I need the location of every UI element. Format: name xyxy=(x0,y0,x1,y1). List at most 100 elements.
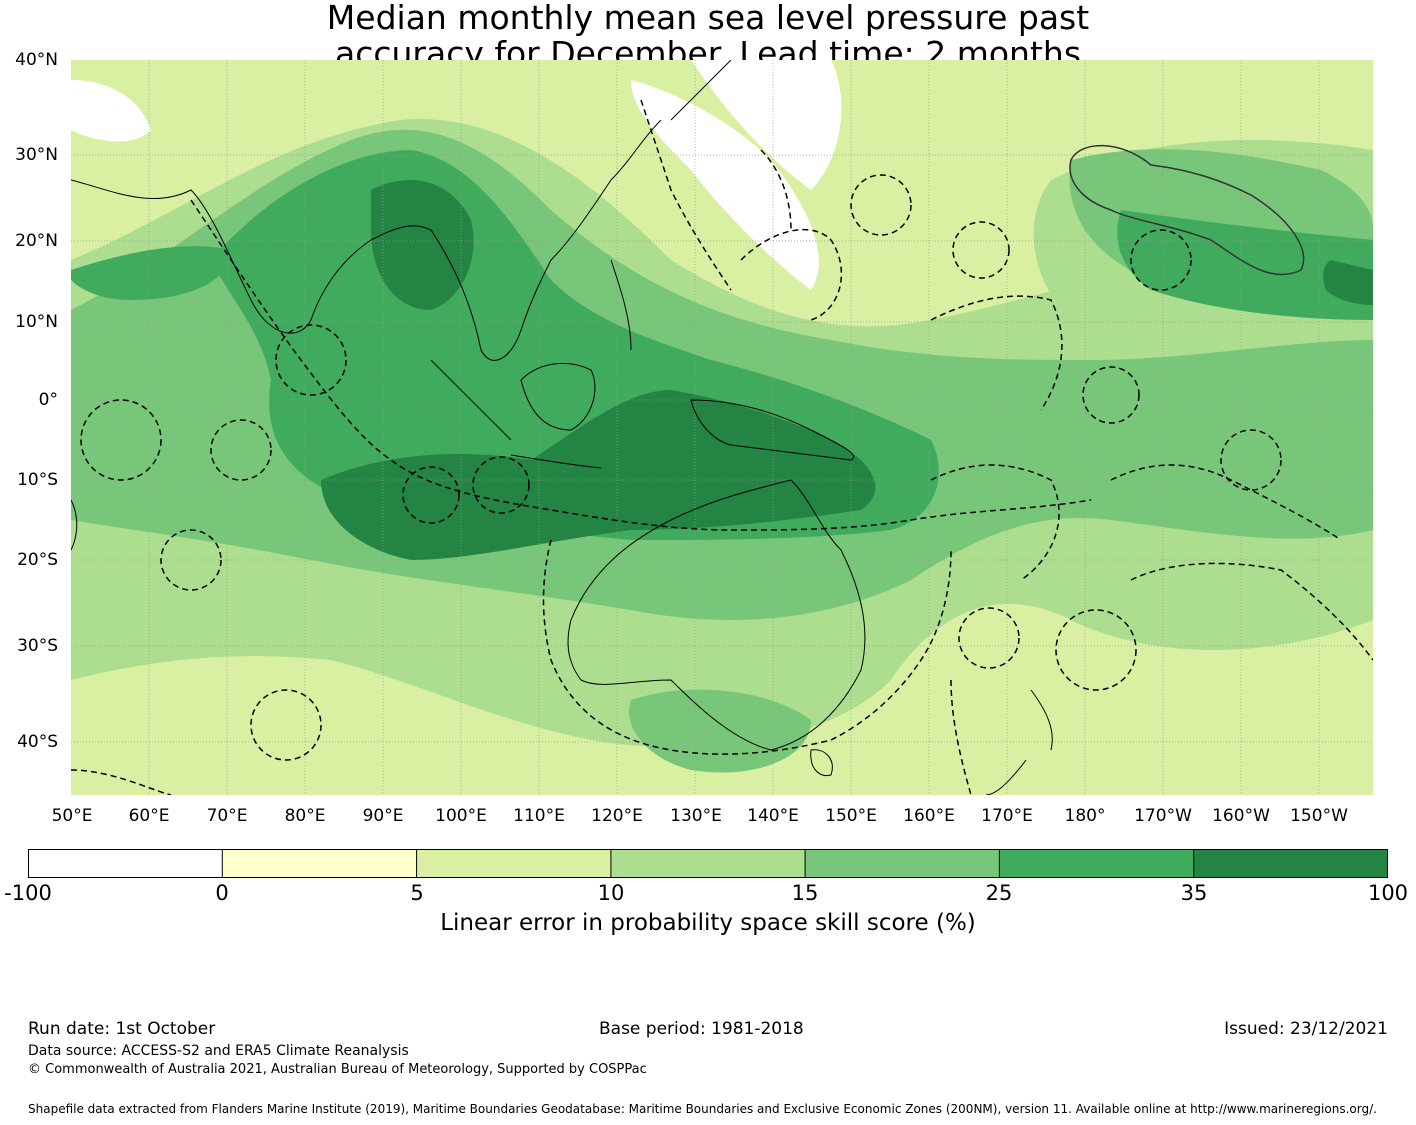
coast-philippines xyxy=(610,259,632,351)
eez-line-5 xyxy=(930,295,1063,411)
eez-hawaii xyxy=(1069,144,1305,276)
eez-line-9 xyxy=(1130,562,1373,661)
eez-circle-11 xyxy=(1220,429,1282,491)
eez-circle-3 xyxy=(275,324,347,396)
colorbar-bin-3 xyxy=(416,849,611,878)
coastlines xyxy=(71,60,1053,795)
skill-field-25-35-sw xyxy=(71,246,231,300)
lat-label-10n: 10°N xyxy=(15,312,58,332)
lon-label-50e: 50°E xyxy=(51,806,93,826)
lon-label-170w: 170°W xyxy=(1134,806,1192,826)
eez-circle-10 xyxy=(1082,366,1140,424)
lat-label-30s: 30°S xyxy=(17,636,58,656)
colorbar-bin-5 xyxy=(805,849,1000,878)
lon-label-80e: 80°E xyxy=(284,806,326,826)
colorbar-tick-25: 25 xyxy=(985,881,1013,905)
lon-label-140e: 140°E xyxy=(747,806,799,826)
lon-label-100e: 100°E xyxy=(435,806,487,826)
eez-circle-8 xyxy=(850,174,912,236)
lon-label-180: 180° xyxy=(1064,806,1106,826)
skill-field-35-100-n xyxy=(371,180,474,310)
coast-newguinea xyxy=(690,399,854,461)
eez-line-3 xyxy=(542,539,832,755)
eez-circle-12 xyxy=(1130,229,1192,291)
colorbar-bin-6 xyxy=(999,849,1194,878)
eez-boundaries xyxy=(71,99,1373,795)
coast-madagascar xyxy=(71,499,78,551)
skill-field-35-100-ne xyxy=(1323,260,1373,305)
coast-java xyxy=(510,454,602,469)
lon-label-160w: 160°W xyxy=(1212,806,1270,826)
coast-china xyxy=(610,119,662,181)
colorbar-bin-2 xyxy=(222,849,417,878)
skill-field-35-100 xyxy=(321,390,876,560)
copyright: © Commonwealth of Australia 2021, Austra… xyxy=(28,1062,647,1077)
eez-line-7 xyxy=(930,464,1060,581)
title-line-1: Median monthly mean sea level pressure p… xyxy=(326,0,1090,37)
issued-date: Issued: 23/12/2021 xyxy=(1224,1019,1388,1039)
eez-circle-7 xyxy=(250,689,322,761)
colorbar-bin-1 xyxy=(28,849,223,878)
eez-line-10 xyxy=(950,679,972,795)
coast-tasmania xyxy=(810,749,833,777)
eez-circle-6 xyxy=(160,529,222,591)
lon-label-150w: 150°W xyxy=(1290,806,1348,826)
colorbar-bin-7 xyxy=(1193,849,1388,878)
lon-label-130e: 130°E xyxy=(670,806,722,826)
skill-score-map xyxy=(71,60,1373,795)
coast-indochina xyxy=(370,179,612,361)
chart-title: Median monthly mean sea level pressure p… xyxy=(0,0,1416,72)
lon-label-160e: 160°E xyxy=(903,806,955,826)
eez-line-2 xyxy=(730,499,1092,531)
coast-india xyxy=(71,179,372,334)
lon-label-60e: 60°E xyxy=(128,806,170,826)
lat-label-20s: 20°S xyxy=(17,550,58,570)
eez-circle-5 xyxy=(472,456,530,514)
skill-field-negative-north xyxy=(631,80,819,290)
lon-label-120e: 120°E xyxy=(591,806,643,826)
eez-circle-2 xyxy=(210,419,272,481)
eez-line-11 xyxy=(71,769,172,795)
skill-field-negative-nw xyxy=(71,80,151,142)
lat-label-40n: 40°N xyxy=(15,50,58,70)
lat-label-40s: 40°S xyxy=(17,732,58,752)
eez-circle-1 xyxy=(80,399,162,481)
graticule xyxy=(71,60,1373,795)
coast-australia xyxy=(567,479,866,751)
colorbar-tick-15: 15 xyxy=(791,881,819,905)
coast-newzealand xyxy=(985,689,1053,795)
eez-line-12 xyxy=(640,99,732,291)
colorbar-tick-minus100: -100 xyxy=(4,881,52,905)
coast-japan xyxy=(670,60,732,121)
coast-borneo xyxy=(520,362,596,431)
colorbar-tick-0: 0 xyxy=(215,881,229,905)
lon-label-170e: 170°E xyxy=(981,806,1033,826)
colorbar xyxy=(28,849,1388,878)
lon-label-110e: 110°E xyxy=(513,806,565,826)
base-period: Base period: 1981-2018 xyxy=(599,1019,804,1039)
skill-field-negative-north2 xyxy=(691,60,842,190)
shapefile-credit: Shapefile data extracted from Flanders M… xyxy=(28,1102,1377,1116)
eez-line-4 xyxy=(830,549,952,741)
colorbar-bin-4 xyxy=(610,849,806,878)
colorbar-tick-100: 100 xyxy=(1367,881,1409,905)
lat-label-20n: 20°N xyxy=(15,231,58,251)
lon-label-150e: 150°E xyxy=(825,806,877,826)
data-source: Data source: ACCESS-S2 and ERA5 Climate … xyxy=(28,1043,409,1059)
eez-circle-14 xyxy=(1055,609,1137,691)
colorbar-tick-5: 5 xyxy=(410,881,424,905)
lat-label-30n: 30°N xyxy=(15,145,58,165)
run-date: Run date: 1st October xyxy=(28,1019,216,1039)
eez-line-8 xyxy=(1110,464,1342,541)
eez-line-6 xyxy=(740,228,843,321)
colorbar-tick-10: 10 xyxy=(597,881,625,905)
colorbar-tick-35: 35 xyxy=(1180,881,1208,905)
lon-label-90e: 90°E xyxy=(362,806,404,826)
eez-circle-4 xyxy=(402,466,460,524)
lat-label-0: 0° xyxy=(38,390,58,410)
coast-sumatra xyxy=(430,359,512,441)
eez-circle-13 xyxy=(958,607,1020,669)
lat-label-10s: 10°S xyxy=(17,470,58,490)
colorbar-label: Linear error in probability space skill … xyxy=(440,910,976,936)
eez-line-13 xyxy=(760,149,792,231)
